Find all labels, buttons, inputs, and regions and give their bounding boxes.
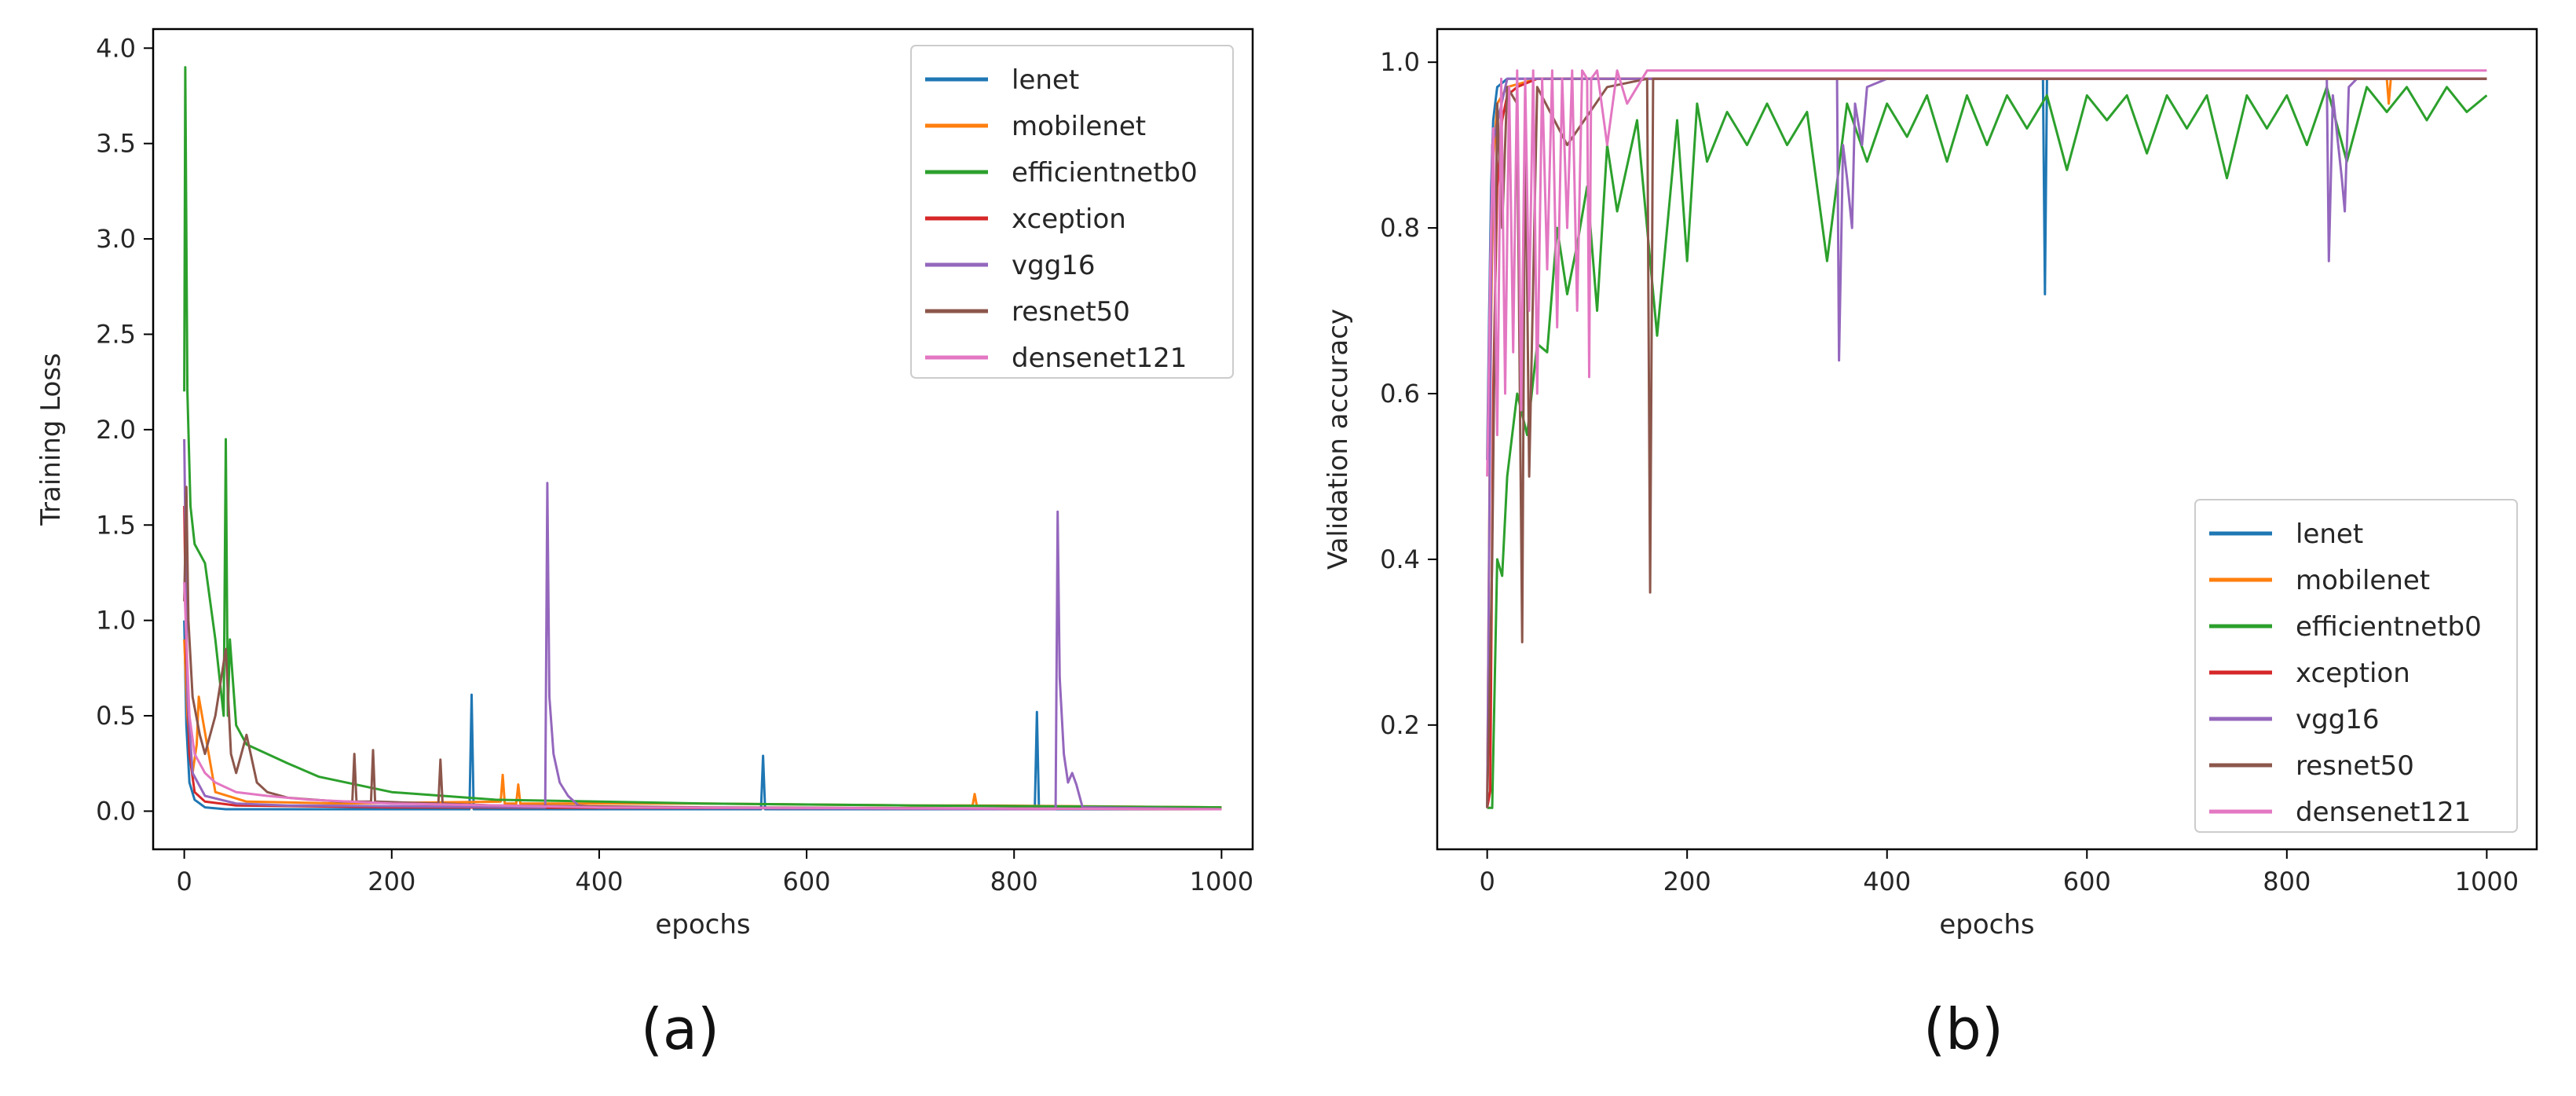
panel-a-x-tick-label: 0	[176, 867, 192, 896]
panel-b-x-axis-label: epochs	[1939, 909, 2034, 940]
panel-a-lines	[183, 66, 1222, 811]
panel-b-x-tick-label: 0	[1479, 867, 1495, 896]
panel-b-y-tick-label: 0.8	[1380, 213, 1420, 243]
panel-b-axes-frame	[1436, 27, 2538, 851]
panel-b-caption: (b)	[1923, 996, 2003, 1062]
panel-a-series-efficientnetb0	[183, 66, 1222, 809]
panel-a-legend-label-lenet: lenet	[1012, 64, 1079, 96]
panel-b-y-axis-label: Validation accuracy	[1323, 309, 1354, 570]
panel-a-x-tick-label: 1000	[1190, 867, 1253, 896]
panel-a-legend-label-efficientnetb0: efficientnetb0	[1012, 157, 1198, 189]
panel-a-x-tick-label: 400	[575, 867, 623, 896]
panel-b-y-tick-label: 0.6	[1380, 379, 1420, 409]
panel-b-x-tick-label: 400	[1863, 867, 1911, 896]
panel-a-legend-label-vgg16: vgg16	[1012, 250, 1096, 281]
panel-b-legend-label-resnet50: resnet50	[2296, 750, 2414, 782]
panel-b-x-tick-label: 1000	[2455, 867, 2519, 896]
panel-a-y-tick-label: 4.0	[96, 33, 136, 63]
panel-a-x-tick-label: 200	[368, 867, 415, 896]
panel-a-y-tick-label: 1.5	[96, 510, 136, 540]
panel-a-y-tick-label: 3.5	[96, 129, 136, 159]
panel-a-x-tick-label: 800	[990, 867, 1038, 896]
panel-a-y-tick-label: 0.5	[96, 701, 136, 731]
panel-a-legend-label-densenet121: densenet121	[1012, 343, 1187, 374]
panel-a-legend: lenet mobilenet efficientnetb0 xception vgg1…	[910, 45, 1234, 379]
panel-a-y-tick-label: 1.0	[96, 606, 136, 636]
panel-b-legend-label-mobilenet: mobilenet	[2296, 565, 2430, 596]
panel-a-x-axis-label: epochs	[655, 909, 750, 940]
panel-b-y-tick-label: 1.0	[1380, 47, 1420, 77]
panel-a-series-vgg16	[183, 438, 1222, 811]
panel-b-ticks: 0 200 400 600 800 1000 0.2 0.4 0.6 0.8 1.0	[1380, 47, 2519, 896]
panel-b-legend: lenet mobilenet efficientnetb0 xception vgg1…	[2194, 499, 2518, 833]
panel-a-axes-frame	[152, 27, 1254, 851]
panel-b-y-tick-label: 0.2	[1380, 710, 1420, 740]
panel-a-series-densenet121	[183, 582, 1222, 811]
panel-b-legend-label-efficientnetb0: efficientnetb0	[2296, 611, 2482, 643]
panel-a-y-axis-label: Training Loss	[35, 353, 67, 526]
panel-b-x-tick-label: 800	[2263, 867, 2311, 896]
panel-a-legend-label-xception: xception	[1012, 203, 1126, 235]
panel-b-legend-label-densenet121: densenet121	[2296, 797, 2471, 828]
panel-a-legend-label-mobilenet: mobilenet	[1012, 111, 1146, 142]
panel-a-x-tick-label: 600	[783, 867, 831, 896]
panel-a-legend-box	[910, 45, 1234, 379]
panel-b-x-tick-label: 600	[2063, 867, 2111, 896]
panel-b-series-efficientnetb0	[1487, 86, 2488, 809]
panel-b-series-densenet121	[1486, 69, 2487, 477]
panel-b-legend-label-vgg16: vgg16	[2296, 704, 2380, 735]
panel-a-y-tick-label: 3.0	[96, 224, 136, 254]
panel-b-lines	[1486, 69, 2488, 809]
panel-a-ticks: 0 200 400 600 800 1000 0.0 0.5 1.0 1.5 2.0 2.5 3.0 3.…	[96, 33, 1253, 896]
panel-b-y-tick-label: 0.4	[1380, 544, 1420, 574]
panel-a-y-tick-label: 0.0	[96, 796, 136, 826]
panel-a-y-tick-label: 2.5	[96, 319, 136, 349]
panel-a-caption: (a)	[641, 996, 719, 1062]
panel-a-legend-label-resnet50: resnet50	[1012, 296, 1130, 328]
panel-a-y-tick-label: 2.0	[96, 415, 136, 445]
panel-b-legend-label-xception: xception	[2296, 658, 2410, 689]
panel-a-training-loss: 0 200 400 600 800 1000 0.0 0.5 1.0 1.5 2.0 2.5 3.0 3.…	[35, 27, 1254, 1062]
panel-b-x-tick-label: 200	[1663, 867, 1711, 896]
panel-b-legend-box	[2194, 499, 2518, 833]
panel-b-legend-label-lenet: lenet	[2296, 519, 2363, 550]
panel-a-series-lenet	[183, 620, 1222, 811]
